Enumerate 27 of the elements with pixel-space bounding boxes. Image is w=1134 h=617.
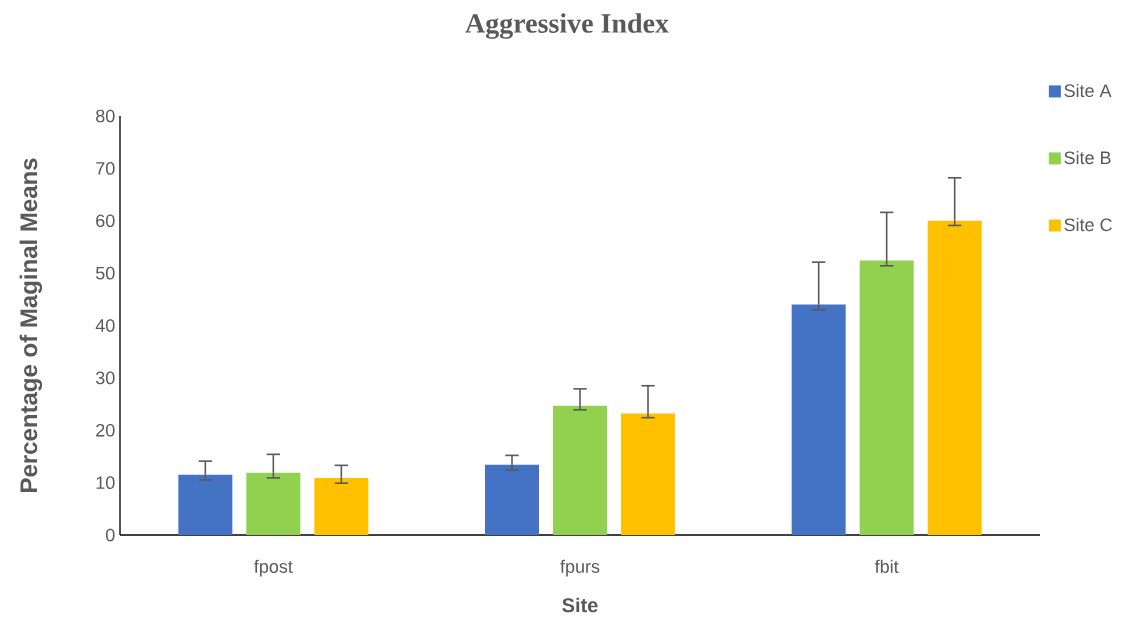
y-tick-label: 10 <box>96 476 115 489</box>
y-axis-title: Percentage of Maginal Means <box>19 158 43 492</box>
bar <box>859 260 914 535</box>
bar <box>314 477 369 535</box>
y-tick-label: 0 <box>105 528 115 542</box>
y-tick-label: 80 <box>96 109 115 123</box>
bar <box>927 220 982 535</box>
bar <box>178 474 233 535</box>
y-tick-label: 50 <box>95 266 115 280</box>
x-tick-label: fbit <box>874 559 899 573</box>
chart-title: Aggressive Index <box>465 13 669 39</box>
y-tick-label: 40 <box>95 319 115 332</box>
bar <box>485 464 539 535</box>
y-tick-label: 70 <box>96 162 115 175</box>
x-axis-title: Site <box>562 597 598 613</box>
legend-label: Site A <box>1064 83 1112 98</box>
y-tick-label: 30 <box>95 371 115 385</box>
bar <box>791 304 846 535</box>
bar <box>246 472 301 535</box>
legend-label: Site B <box>1064 150 1111 165</box>
y-tick-label: 20 <box>96 423 115 437</box>
bar <box>553 405 607 535</box>
y-tick-label: 60 <box>96 214 115 228</box>
x-tick-label: fpost <box>254 559 293 577</box>
x-tick-label: fpurs <box>560 559 600 577</box>
legend-label: Site C <box>1064 217 1112 232</box>
bar <box>621 413 676 535</box>
